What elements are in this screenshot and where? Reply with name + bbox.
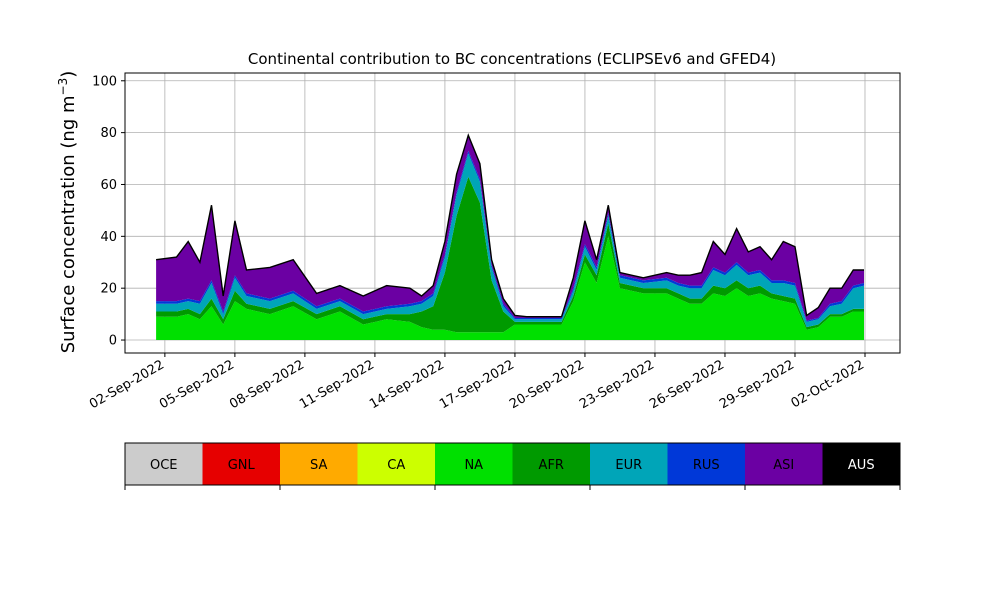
legend-label-asi: ASI [773, 458, 794, 473]
legend-swatch-eur [590, 443, 668, 485]
x-tick-label: 20-Sep-2022 [507, 357, 587, 412]
legend-label-sa: SA [310, 458, 327, 473]
y-axis-label-superscript: −3 [56, 78, 70, 96]
y-tick-label: 100 [92, 74, 117, 89]
legend-frame [124, 442, 901, 486]
x-tick-label: 08-Sep-2022 [227, 357, 307, 412]
x-tick-label: 23-Sep-2022 [577, 357, 657, 412]
legend-label-rus: RUS [693, 458, 720, 473]
x-tick-label: 11-Sep-2022 [297, 357, 377, 412]
total-concentration-line [156, 133, 864, 318]
legend-swatch-asi [745, 443, 823, 485]
y-tick-label: 40 [100, 230, 117, 245]
area-layer [156, 135, 865, 340]
area-series-afr [156, 176, 865, 333]
legend-swatch-na [435, 443, 513, 485]
legend-swatch-ca [357, 443, 435, 485]
x-tick-label: 17-Sep-2022 [437, 357, 517, 412]
x-tick-label: 26-Sep-2022 [647, 357, 727, 412]
legend-label-afr: AFR [539, 458, 564, 473]
y-axis-label-text: Surface concentration (ng m [58, 95, 79, 353]
x-tick-label: 14-Sep-2022 [367, 357, 447, 412]
legend-swatch-sa [280, 443, 358, 485]
legend-label-eur: EUR [615, 458, 642, 473]
y-tick-label: 60 [100, 178, 117, 193]
legend-swatch-aus [822, 443, 900, 485]
legend-swatch-gnl [202, 443, 280, 485]
legend-colorbar: OCE GNL SA CA NA AFR EUR RUS ASI AUS [124, 442, 901, 490]
area-series-eur [156, 153, 865, 328]
legend-label-ca: CA [387, 458, 405, 473]
area-series-na [156, 236, 865, 340]
y-tick-label: 0 [109, 334, 117, 349]
y-tick-label: 20 [100, 282, 117, 297]
legend-swatch-rus [667, 443, 745, 485]
legend-label-gnl: GNL [228, 458, 256, 473]
legend-label-oce: OCE [150, 458, 178, 473]
legend-swatch-afr [512, 443, 590, 485]
plot-frame [124, 72, 901, 354]
legend-swatch-oce [125, 443, 203, 485]
total-line-layer [156, 133, 864, 318]
chart-title: Continental contribution to BC concentra… [248, 50, 776, 68]
y-axis-label-close: ) [58, 71, 79, 78]
legend-label-aus: AUS [848, 458, 875, 473]
y-axis-label: Surface concentration (ng m−3) [56, 71, 79, 354]
x-tick-label: 05-Sep-2022 [157, 357, 237, 412]
x-tick-label: 02-Sep-2022 [87, 357, 167, 412]
x-tick-label: 29-Sep-2022 [717, 357, 797, 412]
legend-label-na: NA [464, 458, 483, 473]
y-tick-label: 80 [100, 126, 117, 141]
x-tick-label: 02-Oct-2022 [789, 357, 867, 411]
